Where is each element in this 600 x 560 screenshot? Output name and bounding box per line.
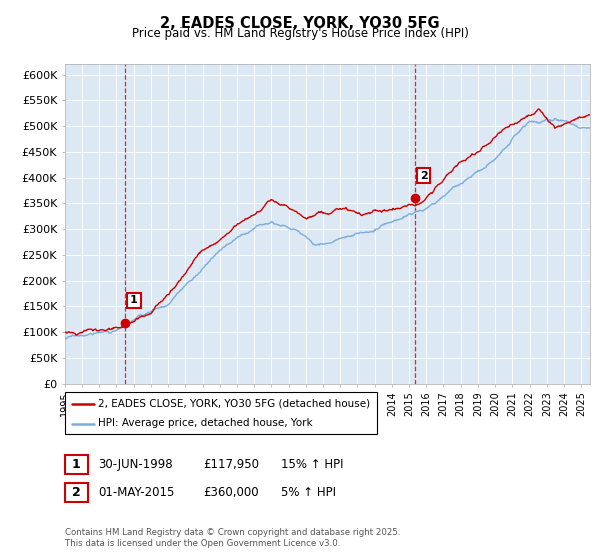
Text: 2: 2 bbox=[72, 486, 80, 500]
Text: 1: 1 bbox=[72, 458, 80, 472]
Text: Price paid vs. HM Land Registry's House Price Index (HPI): Price paid vs. HM Land Registry's House … bbox=[131, 27, 469, 40]
Text: 2, EADES CLOSE, YORK, YO30 5FG: 2, EADES CLOSE, YORK, YO30 5FG bbox=[160, 16, 440, 31]
Text: 5% ↑ HPI: 5% ↑ HPI bbox=[281, 486, 336, 500]
Text: 2: 2 bbox=[420, 171, 428, 181]
Text: £117,950: £117,950 bbox=[203, 458, 259, 472]
Text: 15% ↑ HPI: 15% ↑ HPI bbox=[281, 458, 343, 472]
Text: £360,000: £360,000 bbox=[203, 486, 259, 500]
Text: 01-MAY-2015: 01-MAY-2015 bbox=[98, 486, 174, 500]
Text: 1: 1 bbox=[130, 295, 138, 305]
Text: 30-JUN-1998: 30-JUN-1998 bbox=[98, 458, 172, 472]
Text: Contains HM Land Registry data © Crown copyright and database right 2025.
This d: Contains HM Land Registry data © Crown c… bbox=[65, 528, 400, 548]
Text: HPI: Average price, detached house, York: HPI: Average price, detached house, York bbox=[98, 418, 313, 428]
Text: 2, EADES CLOSE, YORK, YO30 5FG (detached house): 2, EADES CLOSE, YORK, YO30 5FG (detached… bbox=[98, 399, 370, 409]
